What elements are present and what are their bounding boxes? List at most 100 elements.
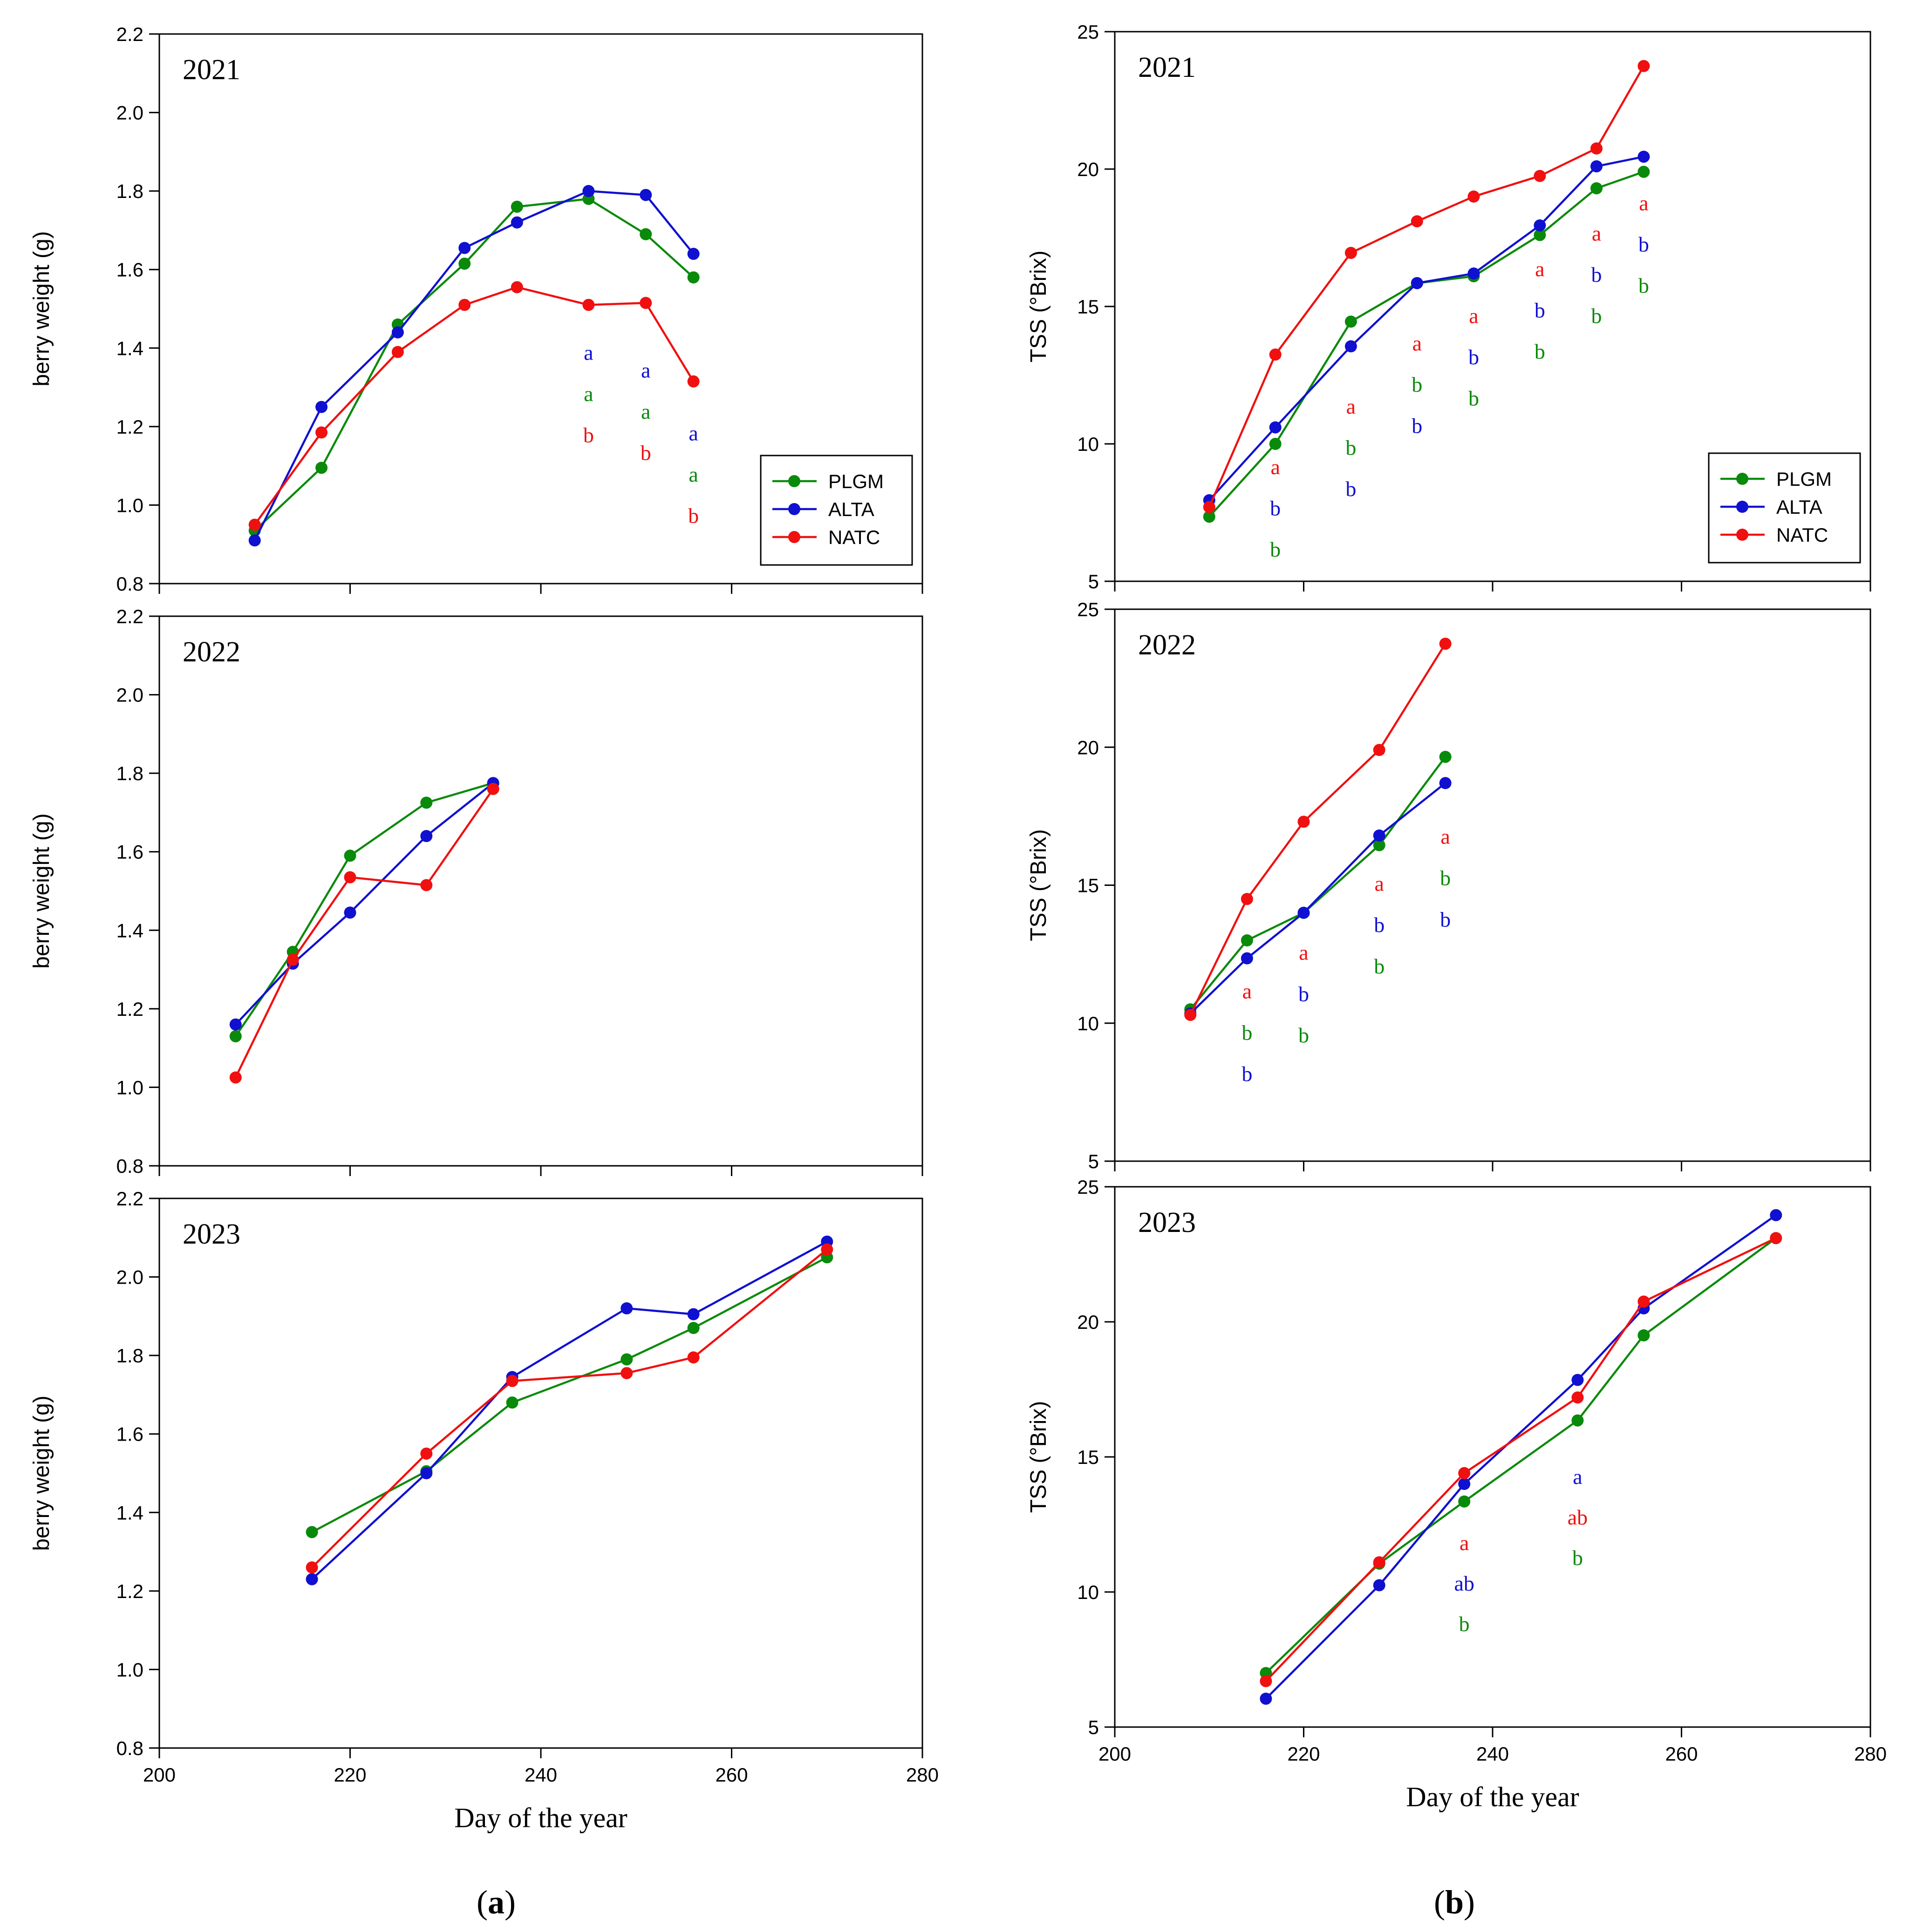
y-tick-label: 15 [1077, 875, 1099, 897]
data-point [1637, 1329, 1650, 1341]
significance-letter: a [584, 341, 593, 365]
year-label: 2021 [1138, 52, 1196, 83]
legend-label: ALTA [1776, 496, 1822, 518]
series-natc [1184, 638, 1452, 1021]
data-point [248, 518, 261, 531]
y-axis-label: TSS (°Brix) [1026, 829, 1051, 941]
y-tick-label: 5 [1088, 1716, 1099, 1738]
data-point [1373, 744, 1385, 756]
data-point [1590, 142, 1603, 155]
significance-letter: a [1299, 940, 1308, 964]
data-point [1411, 215, 1423, 228]
data-point [306, 1526, 318, 1538]
data-point [248, 534, 261, 547]
data-point [1297, 906, 1310, 919]
data-point [640, 228, 652, 240]
y-tick-label: 1.8 [116, 1345, 143, 1367]
data-point [511, 281, 523, 293]
y-axis-label: TSS (°Brix) [1026, 251, 1051, 363]
chart-panel-bw2023: 0.8 1.0 1.2 1.4 1.6 1.8 2.0 2.2 200 220 240 260 280 b… [29, 1188, 939, 1833]
x-tick-label: 220 [334, 1764, 366, 1786]
significance-letter: b [1591, 263, 1602, 286]
series-line-natc [311, 1248, 828, 1568]
significance-letter: b [1638, 232, 1649, 256]
y-tick-label: 0.8 [116, 1155, 143, 1177]
legend: PLGM ALTA NATC [760, 455, 913, 566]
significance-letter: a [641, 400, 650, 423]
data-point [1344, 315, 1357, 328]
significance-letter: ab [1454, 1571, 1474, 1595]
series-line-natc [1265, 1237, 1777, 1682]
data-point [1439, 750, 1452, 763]
legend-label: PLGM [1776, 468, 1832, 490]
data-point [1770, 1209, 1782, 1221]
y-axis-label: berry weight (g) [29, 813, 54, 968]
data-point [511, 216, 523, 229]
data-point [229, 1030, 242, 1042]
significance-letter: a [689, 463, 698, 486]
legend-swatch-marker [788, 531, 800, 543]
data-point [229, 1018, 242, 1031]
legend-box [1708, 452, 1861, 564]
legend-label: NATC [1776, 524, 1828, 546]
significance-letter: a [1346, 395, 1356, 418]
y-tick-label: 10 [1077, 433, 1099, 455]
y-tick-label: 1.4 [116, 337, 143, 359]
year-label: 2022 [183, 636, 240, 668]
chart-panel-bw2022: 0.8 1.0 1.2 1.4 1.6 1.8 2.0 2.2 berry weight (g)… [29, 605, 923, 1177]
series-line-plgm [311, 1256, 828, 1533]
series-line-alta [253, 190, 695, 541]
y-tick-label: 2.2 [116, 1188, 143, 1210]
significance-letter: b [1242, 1062, 1252, 1086]
y-tick-label: 10 [1077, 1581, 1099, 1603]
significance-letter: a [689, 421, 698, 445]
series-natc [229, 782, 499, 1084]
significance-letter: a [641, 359, 650, 382]
data-point [511, 200, 523, 213]
y-tick-label: 0.8 [116, 573, 143, 595]
significance-letter: b [1374, 913, 1385, 937]
data-point [687, 375, 700, 388]
y-axis-label: berry weight (g) [29, 1395, 54, 1551]
data-point [344, 906, 356, 919]
data-point [306, 1573, 318, 1585]
legend-swatch-marker [788, 503, 800, 515]
x-tick-label: 200 [143, 1764, 176, 1786]
chart-panel-tss2023: 5 10 15 20 25 200 220 240 260 280 TSS (°Brix) Day o… [1026, 1176, 1887, 1812]
significance-letter: b [1412, 373, 1422, 396]
significance-letter: b [1270, 537, 1281, 561]
data-point [1241, 893, 1253, 905]
significance-letter: a [1270, 455, 1280, 479]
series-natc [1203, 60, 1650, 513]
data-point [1269, 421, 1282, 434]
data-point [1439, 638, 1452, 650]
significance-letter: a [1412, 331, 1422, 355]
data-point [1467, 267, 1480, 280]
y-tick-label: 1.6 [116, 841, 143, 863]
y-tick-label: 1.6 [116, 259, 143, 281]
data-point [821, 1243, 833, 1256]
y-tick-label: 25 [1077, 1176, 1099, 1198]
data-point [687, 1308, 700, 1320]
y-tick-label: 2.2 [116, 23, 143, 45]
data-point [1269, 438, 1282, 450]
data-point [1458, 1495, 1471, 1508]
series-line-alta [1208, 156, 1644, 501]
y-axis-label: berry weight (g) [29, 231, 54, 386]
data-point [1373, 839, 1385, 851]
data-point [621, 1302, 633, 1314]
y-tick-label: 1.2 [116, 1580, 143, 1602]
x-axis-label: Day of the year [1406, 1782, 1579, 1812]
significance-letter: b [1468, 345, 1479, 369]
significance-letter: b [1535, 299, 1545, 322]
data-point [315, 426, 328, 439]
legend-label: ALTA [828, 498, 874, 520]
significance-letter: b [641, 441, 651, 465]
legend-box [760, 455, 913, 566]
data-point [1571, 1414, 1584, 1427]
data-point [458, 258, 471, 270]
data-point [687, 248, 700, 260]
y-tick-label: 20 [1077, 158, 1099, 180]
y-tick-label: 1.0 [116, 494, 143, 516]
